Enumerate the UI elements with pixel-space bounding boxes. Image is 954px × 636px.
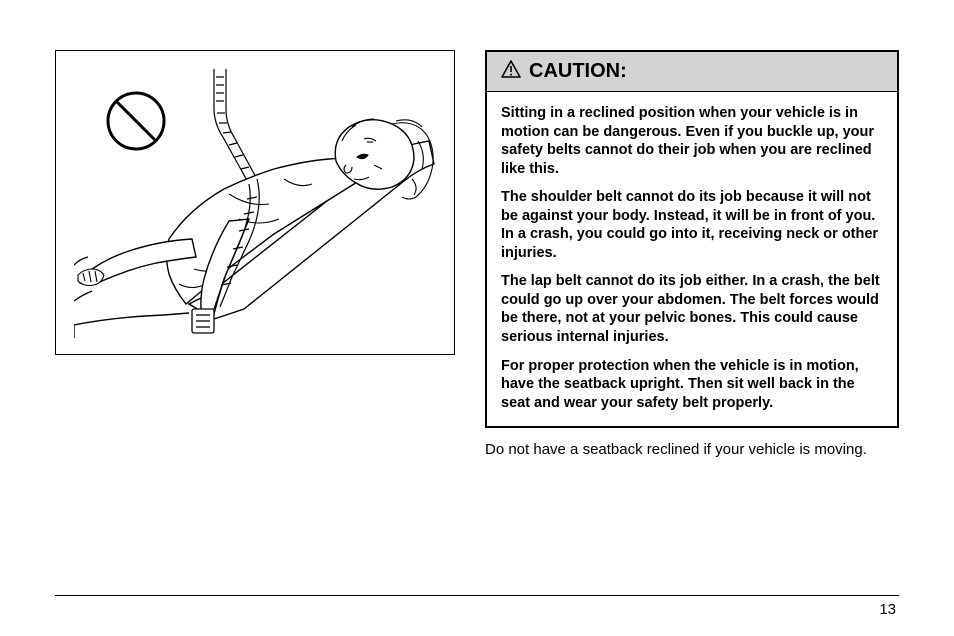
caution-paragraph: For proper protection when the vehicle i… [501,357,883,413]
safety-illustration-frame [55,50,455,355]
caution-body: Sitting in a reclined position when your… [487,92,897,426]
footer-rule [55,595,899,596]
caution-paragraph: The lap belt cannot do its job either. I… [501,272,883,346]
caution-paragraph: The shoulder belt cannot do its job beca… [501,188,883,262]
caution-header: CAUTION: [487,52,897,92]
right-column: CAUTION: Sitting in a reclined position … [485,50,899,460]
reclined-seat-illustration [74,69,438,338]
bottom-note: Do not have a seatback reclined if your … [485,440,899,460]
caution-paragraph: Sitting in a reclined position when your… [501,104,883,178]
manual-page: CAUTION: Sitting in a reclined position … [0,0,954,636]
page-number: 13 [879,601,896,618]
left-column [55,50,455,460]
warning-triangle-icon [501,60,521,83]
caution-box: CAUTION: Sitting in a reclined position … [485,50,899,428]
caution-title: CAUTION: [529,60,627,83]
two-column-layout: CAUTION: Sitting in a reclined position … [55,50,899,460]
no-symbol-icon [108,93,164,149]
